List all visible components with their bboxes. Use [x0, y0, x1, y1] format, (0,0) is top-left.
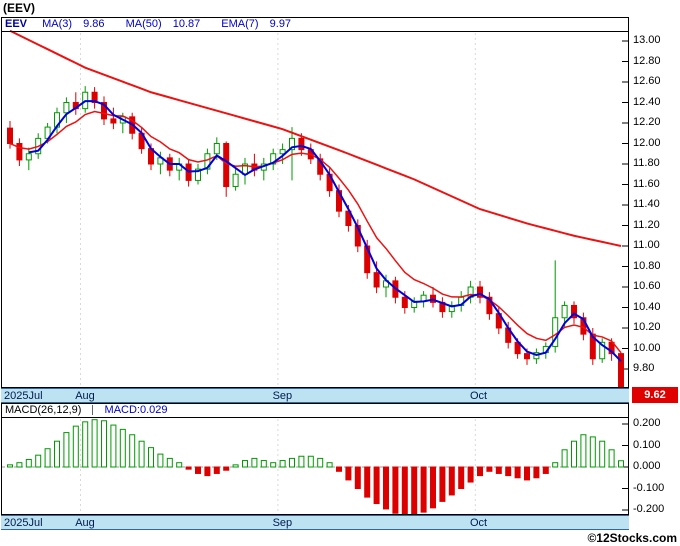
- axis-tick-label: 11.80: [633, 157, 660, 169]
- macd-params-label: MACD(26,12,9): [5, 404, 82, 416]
- legend-ma50-label: MA(50): [125, 18, 162, 30]
- price-axis-labels: 13.00 12.80 12.60 12.40 12.20 12.00 11.80 11.60…: [633, 17, 679, 388]
- axis-tick-label: 0.000: [633, 460, 661, 472]
- axis-tick-label: 11.40: [633, 198, 660, 210]
- last-price-badge: 9.62: [632, 387, 678, 403]
- axis-tick-label: 10.00: [633, 341, 661, 354]
- macd-axis-labels: 0.200 0.100 0.000 -0.100 -0.200: [633, 403, 679, 515]
- axis-tick-label: 0.200: [633, 417, 661, 429]
- legend-ma3-label: MA(3): [42, 18, 73, 30]
- axis-tick-label: 12.40: [633, 95, 661, 108]
- axis-tick-label: 0.100: [633, 438, 661, 451]
- price-chart-panel: EEV MA(3) 9.86 MA(50) 10.87 EMA(7) 9.97: [1, 17, 629, 388]
- axis-tick-label: 12.80: [633, 54, 661, 67]
- axis-tick-label: 11.20: [633, 218, 660, 231]
- axis-tick-label: 10.60: [633, 280, 661, 292]
- macd-current-value: MACD:0.029: [104, 404, 168, 416]
- axis-tick-label: 10.80: [633, 259, 661, 272]
- price-chart-legend: EEV MA(3) 9.86 MA(50) 10.87 EMA(7) 9.97: [2, 18, 628, 32]
- legend-symbol: EEV: [5, 18, 28, 30]
- month-label: 2025Jul: [4, 390, 43, 402]
- candlestick-chart: [7, 29, 628, 387]
- month-label: Sep: [272, 517, 293, 529]
- axis-tick-label: 12.60: [633, 75, 661, 87]
- site-credit: ©12Stocks.com: [587, 531, 677, 545]
- legend-ma50-value: 10.87: [172, 18, 201, 30]
- axis-tick-label: 11.00: [633, 239, 660, 251]
- month-label: Aug: [75, 517, 95, 529]
- macd-histogram-chart: [2, 419, 628, 514]
- legend-ema7-value: 9.97: [269, 18, 292, 30]
- ticker-symbol-title: (EEV): [3, 1, 36, 15]
- axis-tick-label: 12.20: [633, 116, 661, 128]
- axis-tick-label: -0.200: [633, 503, 665, 515]
- month-label: 2025Jul: [4, 517, 43, 529]
- axis-tick-label: -0.100: [633, 481, 665, 494]
- month-label: Sep: [272, 390, 293, 402]
- axis-tick-label: 10.20: [633, 321, 661, 333]
- axis-tick-label: 10.40: [633, 300, 661, 313]
- axis-tick-label: 13.00: [633, 34, 661, 46]
- month-label: Oct: [470, 517, 488, 529]
- macd-panel: MACD(26,12,9) MACD:0.029: [1, 403, 629, 515]
- date-axis-bottom: 2025Jul Aug Sep Oct: [1, 515, 629, 530]
- axis-tick-label: 12.00: [633, 136, 661, 149]
- legend-ma3-value: 9.86: [83, 18, 105, 30]
- axis-tick-label: 9.80: [633, 362, 655, 374]
- month-label: Oct: [470, 390, 488, 402]
- macd-legend: MACD(26,12,9) MACD:0.029: [2, 404, 628, 418]
- axis-tick-label: 11.60: [633, 177, 660, 190]
- legend-divider: [92, 405, 94, 416]
- legend-ema7-label: EMA(7): [221, 18, 259, 30]
- date-axis-top: 2025Jul Aug Sep Oct: [1, 388, 629, 403]
- month-label: Aug: [75, 390, 95, 402]
